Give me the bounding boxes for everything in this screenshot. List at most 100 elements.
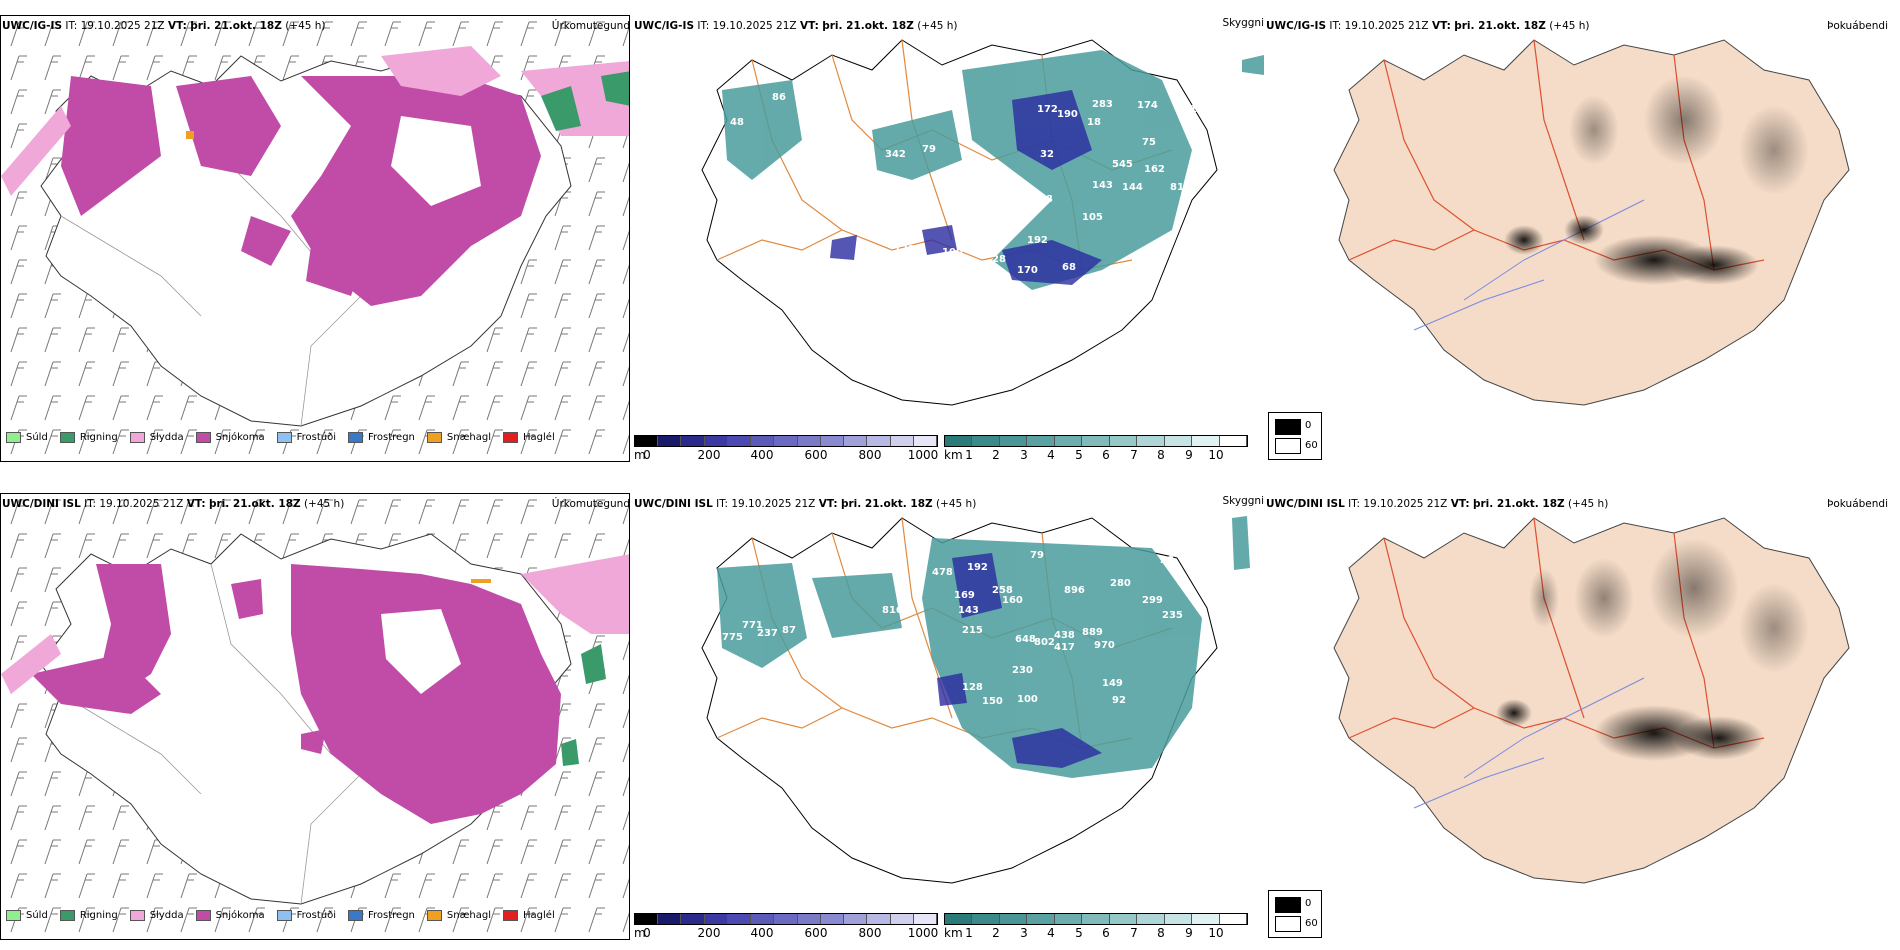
lead-time: (+45 h) bbox=[1567, 498, 1609, 510]
fog-areas bbox=[1496, 538, 1809, 761]
cloud-base-value: 192 bbox=[1027, 235, 1048, 246]
cloud-base-value: 988 bbox=[1032, 194, 1053, 205]
legend-swatch bbox=[276, 910, 292, 921]
valid-label: VT: bbox=[167, 20, 187, 32]
fog-indicator-title: Þokuábendi bbox=[1827, 20, 1888, 32]
cloud-base-value: 97 bbox=[1002, 194, 1016, 205]
init-time: IT: 19.10.2025 21Z bbox=[1348, 498, 1448, 510]
tick-label: 1 bbox=[965, 448, 973, 462]
cloud-base-value: 150 bbox=[982, 696, 1003, 707]
visibility-panel-1: 86 172 190 283 174 151 342 79 18 32 545 … bbox=[632, 0, 1264, 470]
cloud-base-value: 151 bbox=[1190, 104, 1211, 115]
lead-time: (+45 h) bbox=[303, 498, 345, 510]
tick-label: 5 bbox=[1075, 448, 1083, 462]
cloud-base-value: 648 bbox=[1015, 634, 1036, 645]
cloud-base-value: 18 bbox=[1087, 117, 1101, 128]
valid-label: VT: bbox=[1450, 498, 1470, 510]
legend-item-drizzle: Súld bbox=[6, 432, 48, 443]
fog-key-label: 60 bbox=[1305, 440, 1318, 451]
cloud-base-value: 143 bbox=[1092, 180, 1113, 191]
precip-type-title: Úrkomutegund bbox=[551, 20, 630, 32]
cloud-base-value: 258 bbox=[992, 585, 1013, 596]
cloud-base-value: 802 bbox=[1034, 637, 1055, 648]
tick-label: 800 bbox=[858, 448, 882, 462]
legend-swatch bbox=[426, 910, 442, 921]
cloud-base-value: 32 bbox=[1040, 149, 1054, 160]
cloud-base-value: 149 bbox=[1102, 678, 1123, 689]
fog-indicator-panel-1: UWC/IG-IS IT: 19.10.2025 21Z VT: þri. 21… bbox=[1264, 0, 1900, 470]
cloud-base-value: 192 bbox=[967, 562, 988, 573]
fog-key-swatch bbox=[1275, 419, 1301, 435]
precip-type-frame bbox=[0, 15, 630, 462]
valid-time: þri. 21.okt. 18Z bbox=[208, 498, 301, 510]
cloud-base-value: 34 bbox=[957, 172, 971, 183]
cloud-base-value: 28 bbox=[992, 254, 1006, 265]
cloud-base-unit: m bbox=[634, 448, 646, 462]
legend-swatch bbox=[6, 432, 21, 443]
cloud-base-value: 283 bbox=[1092, 99, 1113, 110]
panel-header: UWC/DINI ISL IT: 19.10.2025 21Z VT: þri.… bbox=[2, 498, 344, 510]
cloud-base-value: 92 bbox=[1112, 695, 1126, 706]
tick-label: 3 bbox=[1020, 448, 1028, 462]
cloud-base-value: 342 bbox=[885, 149, 906, 160]
legend-item-rain: Rigning bbox=[59, 910, 118, 921]
legend-swatch bbox=[129, 432, 145, 443]
rivers bbox=[1413, 677, 1645, 809]
tick-label: 10 bbox=[1208, 926, 1224, 940]
tick-label: 0 bbox=[643, 926, 651, 940]
legend-swatch bbox=[426, 432, 442, 443]
tick-label: 200 bbox=[697, 926, 721, 940]
visibility-title: Skyggni bbox=[1222, 17, 1265, 29]
tick-label: 600 bbox=[804, 926, 828, 940]
model-name: UWC/IG-IS bbox=[2, 20, 63, 32]
cloud-base-areas bbox=[937, 553, 1102, 768]
tick-label: 1000 bbox=[907, 926, 939, 940]
cloud-base-value: 160 bbox=[1002, 595, 1023, 606]
tick-label: 6 bbox=[1102, 448, 1110, 462]
valid-time: þri. 21.okt. 18Z bbox=[1454, 20, 1546, 32]
cloud-base-value: 172 bbox=[1037, 104, 1058, 115]
legend-item-sleet: Slydda bbox=[129, 910, 184, 921]
cloud-base-value: 79 bbox=[1030, 550, 1044, 561]
fog-key-label: 60 bbox=[1305, 918, 1318, 929]
tick-label: 8 bbox=[1157, 448, 1165, 462]
cloud-base-value: 105 bbox=[1082, 212, 1103, 223]
snow-areas bbox=[31, 564, 561, 824]
legend-item-hail: Haglél bbox=[503, 910, 555, 921]
cloud-base-value: 277 bbox=[752, 192, 773, 203]
valid-time: þri. 21.okt. 18Z bbox=[822, 20, 914, 32]
rain-areas bbox=[561, 644, 606, 766]
legend-swatch bbox=[276, 432, 292, 443]
cloud-base-value: 75 bbox=[1142, 137, 1156, 148]
cloud-base-value: 215 bbox=[962, 625, 983, 636]
legend-swatch bbox=[195, 910, 211, 921]
panel-header: UWC/IG-IS IT: 19.10.2025 21Z VT: þri. 21… bbox=[2, 20, 326, 32]
model-name: UWC/DINI ISL bbox=[1266, 498, 1345, 510]
legend-swatch bbox=[59, 432, 75, 443]
precip-type-frame bbox=[0, 493, 630, 940]
fog-key-label: 0 bbox=[1305, 898, 1312, 909]
legend-swatch bbox=[348, 910, 363, 921]
cloud-base-value: 170 bbox=[1017, 265, 1038, 276]
panel-header: UWC/DINI ISL IT: 19.10.2025 21Z VT: þri.… bbox=[1266, 498, 1608, 510]
panel-header: UWC/IG-IS IT: 19.10.2025 21Z VT: þri. 21… bbox=[634, 20, 958, 32]
cloud-base-value: 162 bbox=[1144, 164, 1165, 175]
tick-label: 3 bbox=[1020, 926, 1028, 940]
precip-type-panel-1: UWC/IG-IS IT: 19.10.2025 21Z VT: þri. 21… bbox=[0, 0, 632, 470]
tick-label: 5 bbox=[1075, 926, 1083, 940]
legend-item-snow-pellets: Snæhagl bbox=[426, 432, 491, 443]
precip-type-map bbox=[1, 16, 629, 461]
cloud-base-value: 86 bbox=[772, 92, 786, 103]
legend-swatch bbox=[503, 432, 519, 443]
tick-label: 4 bbox=[1047, 926, 1055, 940]
cloud-base-value: 896 bbox=[1064, 585, 1085, 596]
cloud-base-value: 970 bbox=[1094, 640, 1115, 651]
legend-item-freezing-rain: Frostregn bbox=[348, 432, 415, 443]
cloud-base-value: 16 bbox=[982, 192, 996, 203]
cloud-base-colorbar bbox=[634, 435, 938, 447]
cloud-base-value: 438 bbox=[1054, 630, 1075, 641]
cloud-base-value: 143 bbox=[958, 605, 979, 616]
visibility-unit: km bbox=[944, 448, 963, 462]
legend-item-freezing-drizzle: Frostúði bbox=[276, 432, 336, 443]
legend-item-snow: Snjókoma bbox=[195, 432, 265, 443]
